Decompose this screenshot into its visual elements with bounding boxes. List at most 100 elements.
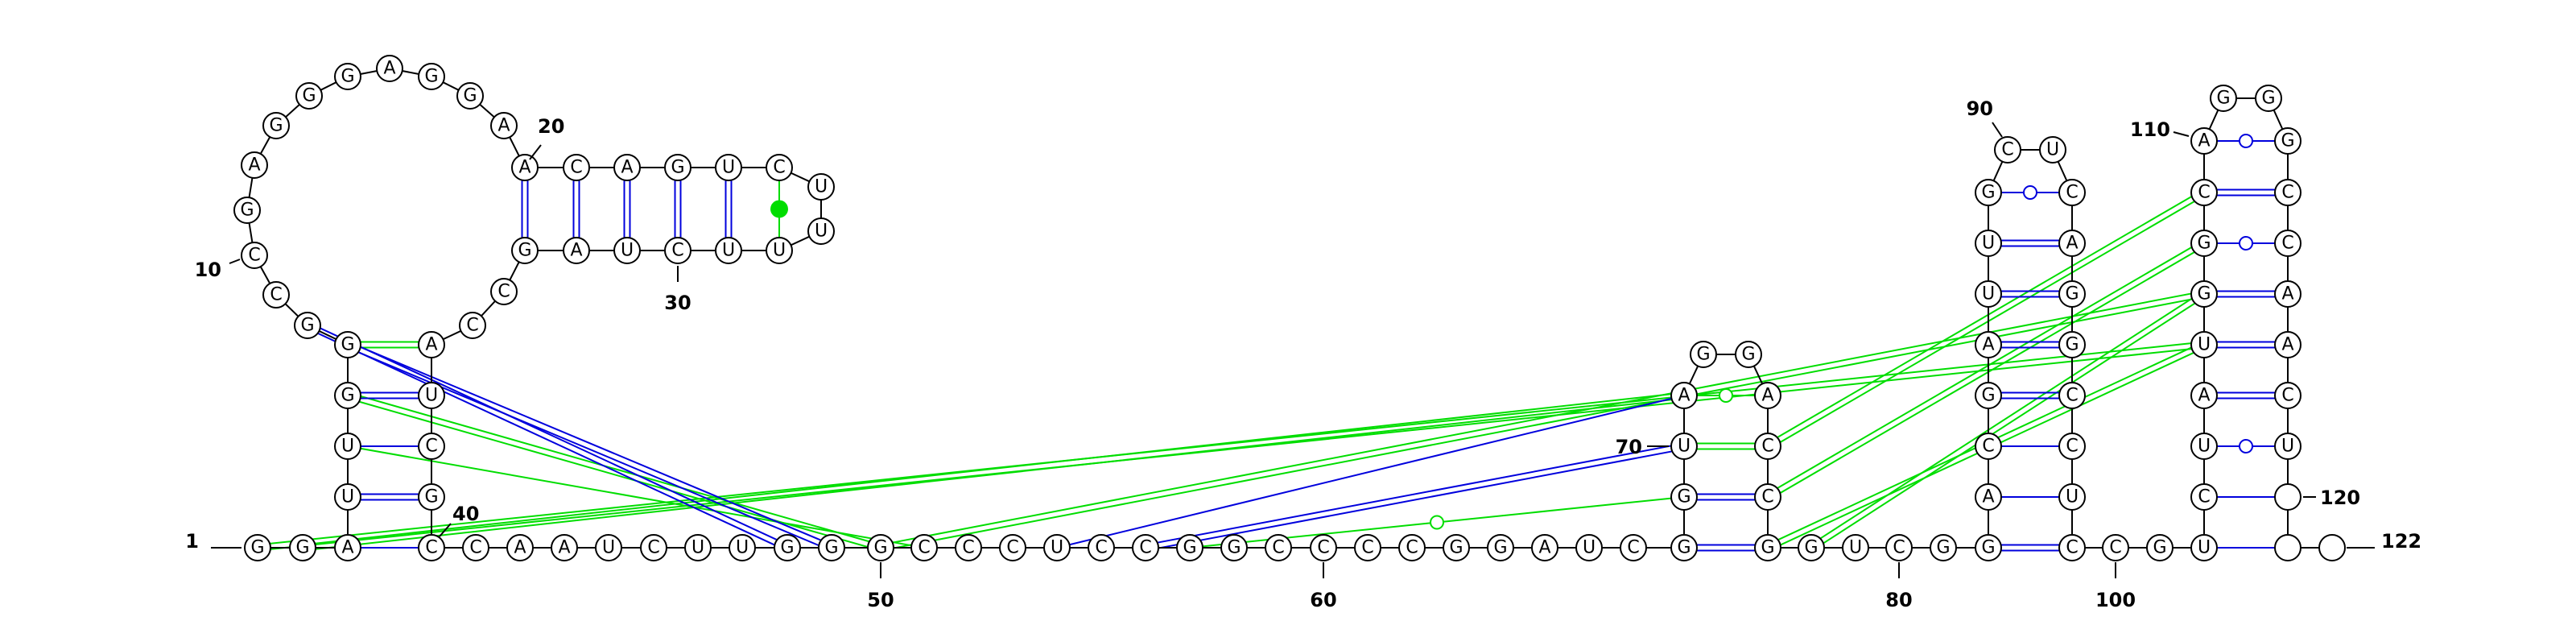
nucleotide-circle [1088, 534, 1115, 561]
nucleotide-97: C [2058, 433, 2086, 460]
nucleotide-119: U [2274, 433, 2301, 460]
nucleotide-letter: G [424, 67, 438, 87]
position-label-100: 100 [2095, 589, 2136, 611]
nucleotide-106: U [2190, 331, 2218, 358]
base-pair-87-94 [1988, 290, 2072, 298]
nucleotide-circle [462, 534, 489, 561]
nucleotide-letter: C [1361, 538, 1373, 558]
nucleotide-1: G [244, 534, 271, 561]
nucleotide-letter: U [773, 241, 786, 261]
nucleotide-35: C [459, 312, 486, 339]
pair-marker [2239, 439, 2253, 453]
nucleotide-6: G [334, 382, 361, 409]
pair-marker [770, 200, 788, 218]
nucleotide-108: G [2190, 230, 2218, 257]
nucleotide-117: A [2274, 331, 2301, 358]
nucleotide-letter: C [270, 285, 282, 305]
nucleotide-47: U [729, 534, 756, 561]
base-pair-8-48 [306, 321, 789, 552]
nucleotide-65: A [1531, 534, 1558, 561]
nucleotide-103: C [2190, 483, 2218, 511]
nucleotide-circle [418, 382, 445, 409]
nucleotide-circle [2058, 230, 2086, 257]
nucleotide-circle [664, 237, 691, 264]
nucleotide-circle [2190, 280, 2218, 308]
nucleotide-letter: A [1761, 386, 1773, 406]
nucleotide-52: C [955, 534, 982, 561]
nucleotide-circle [1975, 433, 2002, 460]
pair-line [1765, 240, 2203, 495]
nucleotide-letter: G [1741, 345, 1755, 365]
nucleotide-letter: C [671, 241, 683, 261]
nucleotide-letter: G [269, 116, 283, 136]
nucleotide-113: G [2274, 127, 2301, 155]
nucleotide-72: G [1690, 341, 1717, 368]
nucleotide-letter: A [2198, 386, 2210, 406]
nucleotide-60: C [1310, 534, 1337, 561]
nucleotide-circle [867, 534, 894, 561]
nucleotide-circle [1670, 433, 1698, 460]
nucleotide-letter: U [1982, 234, 1995, 254]
nucleotide-letter: G [1804, 538, 1818, 558]
base-pair-85-96 [1988, 391, 2072, 400]
nucleotide-circle [1930, 534, 1957, 561]
pair-line [346, 346, 832, 552]
backbone-line [246, 67, 2332, 549]
base-pair-104-119 [2204, 439, 2288, 453]
nucleotide-circle [459, 312, 486, 339]
base-pair-108-115 [2204, 236, 2288, 251]
base-pair-107-116 [2204, 290, 2288, 298]
nucleotide-116: A [2274, 280, 2301, 308]
pair-line [1769, 194, 2207, 449]
nucleotide-circle [2274, 331, 2301, 358]
nucleotide-53: C [999, 534, 1026, 561]
nucleotide-circle [334, 534, 361, 561]
nucleotide-54: U [1043, 534, 1071, 561]
nucleotide-circle [2274, 534, 2301, 561]
base-pair-75-109 [1765, 189, 2207, 449]
nucleotide-letter: C [1317, 538, 1329, 558]
nucleotide-58: G [1220, 534, 1248, 561]
nucleotide-118: C [2274, 382, 2301, 409]
nucleotide-letter: A [2281, 284, 2293, 304]
nucleotide-circle [729, 534, 756, 561]
nucleotide-circle [2274, 179, 2301, 206]
nucleotide-circle [1975, 230, 2002, 257]
nucleotide-circle [1690, 341, 1717, 368]
pair-line [306, 327, 786, 552]
nucleotide-111: G [2210, 85, 2237, 112]
position-tick-10 [229, 259, 241, 264]
nucleotide-letter: A [341, 538, 353, 558]
nucleotide-letter: G [1227, 538, 1241, 558]
start-label: 1 [185, 530, 199, 553]
nucleotide-102: U [2190, 534, 2218, 561]
nucleotide-letter: A [1678, 386, 1690, 406]
nucleotide-letter: A [558, 538, 570, 558]
nucleotide-17: G [418, 63, 445, 90]
nucleotide-48: G [774, 534, 801, 561]
nucleotide-letter: U [341, 487, 354, 507]
nucleotide-112: G [2255, 85, 2282, 112]
nucleotide-letter: U [425, 386, 438, 406]
base-pair-86-95 [1988, 341, 2072, 349]
nucleotide-letter: C [497, 282, 510, 302]
nucleotide-letter: G [1981, 183, 1995, 203]
label-layer: 1 122 10 20 30 40 50 60 70 80 90 100 110 120 [185, 97, 2421, 611]
nucleotide-49: G [818, 534, 845, 561]
nucleotide-circle [2190, 382, 2218, 409]
nucleotide-circle [1310, 534, 1337, 561]
nucleotide-11: G [233, 197, 261, 224]
nucleotide-letter: C [2281, 234, 2293, 254]
nucleotide-letter: C [1406, 538, 1418, 558]
nucleotide-circle [418, 63, 445, 90]
nucleotide-59: C [1265, 534, 1292, 561]
nucleotide-letter: U [1678, 437, 1690, 457]
nucleotide-letter: G [341, 67, 354, 87]
nucleotide-29: U [715, 237, 742, 264]
base-pair-6-37 [348, 391, 431, 400]
nucleotide-64: G [1487, 534, 1514, 561]
pair-line [303, 397, 1685, 552]
pair-line [1056, 395, 1685, 549]
